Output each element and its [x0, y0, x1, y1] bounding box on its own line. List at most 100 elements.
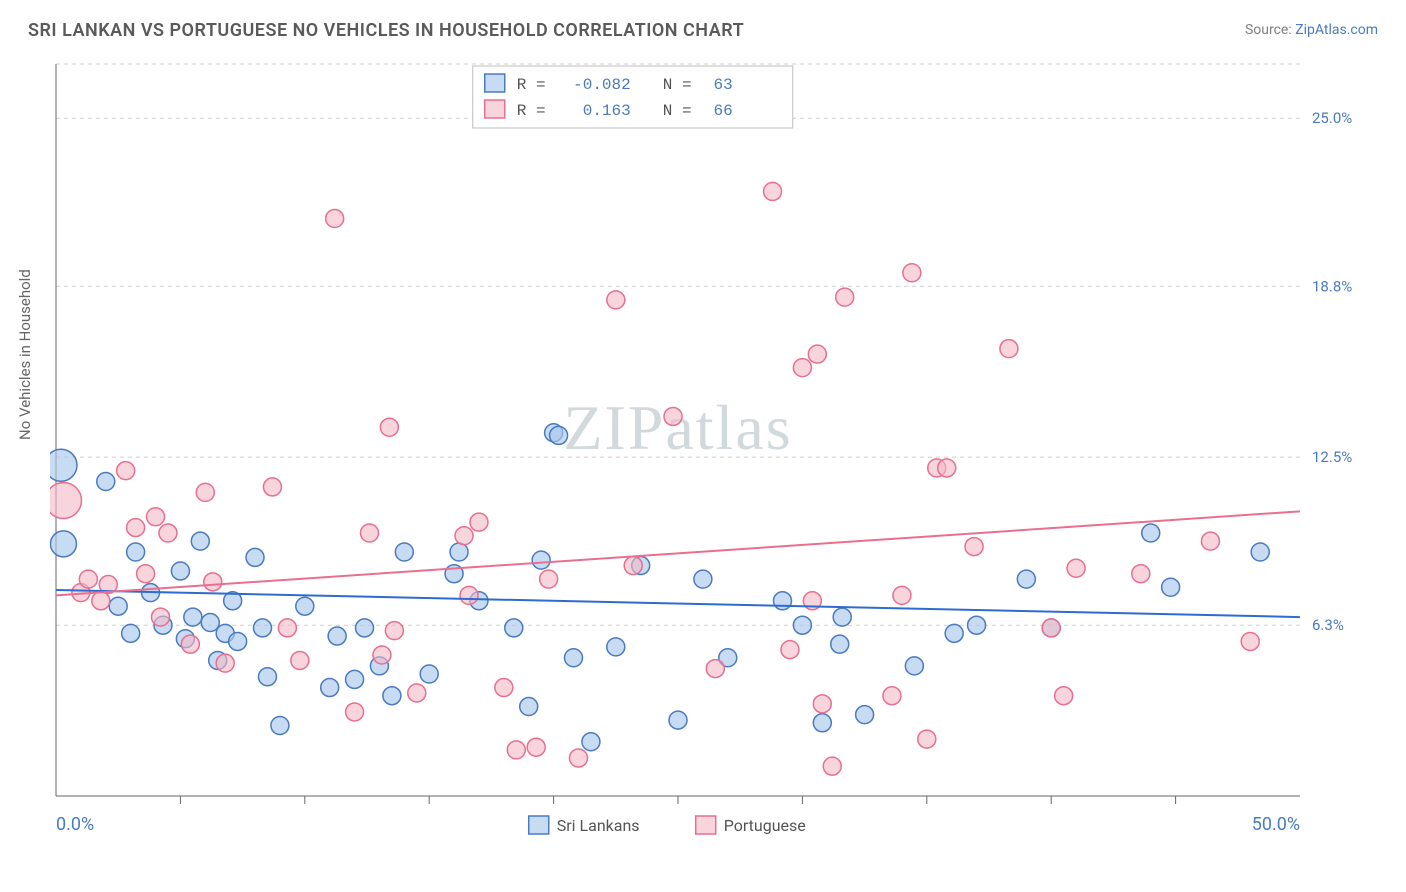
point-sri_lankans	[520, 698, 538, 716]
point-portuguese	[823, 757, 841, 775]
point-portuguese	[455, 527, 473, 545]
point-portuguese	[326, 210, 344, 228]
point-sri_lankans	[127, 543, 145, 561]
point-sri_lankans	[109, 597, 127, 615]
point-sri_lankans	[773, 592, 791, 610]
point-sri_lankans	[1162, 578, 1180, 596]
y-tick-label: 18.8%	[1312, 277, 1352, 295]
point-portuguese	[569, 749, 587, 767]
point-portuguese	[291, 651, 309, 669]
point-portuguese	[263, 478, 281, 496]
point-sri_lankans	[833, 608, 851, 626]
point-sri_lankans	[321, 679, 339, 697]
point-sri_lankans	[607, 638, 625, 656]
point-sri_lankans	[856, 706, 874, 724]
point-sri_lankans	[356, 619, 374, 637]
point-portuguese	[764, 182, 782, 200]
point-portuguese	[181, 635, 199, 653]
legend-swatch	[485, 74, 505, 92]
point-portuguese	[278, 619, 296, 637]
point-portuguese	[204, 573, 222, 591]
source-link[interactable]: ZipAtlas.com	[1295, 22, 1378, 38]
point-portuguese	[385, 622, 403, 640]
source-label: Source:	[1245, 22, 1292, 38]
point-sri_lankans	[550, 426, 568, 444]
trendline-sri_lankans	[56, 590, 1300, 617]
point-sri_lankans	[50, 449, 77, 481]
point-sri_lankans	[346, 670, 364, 688]
point-sri_lankans	[1251, 543, 1269, 561]
point-sri_lankans	[229, 632, 247, 650]
legend-n-value: 63	[714, 76, 733, 94]
point-portuguese	[127, 519, 145, 537]
trendline-portuguese	[56, 511, 1300, 595]
point-portuguese	[460, 586, 478, 604]
legend-n-value: 66	[714, 102, 733, 120]
point-portuguese	[883, 687, 901, 705]
point-sri_lankans	[565, 649, 583, 667]
point-sri_lankans	[201, 613, 219, 631]
point-sri_lankans	[450, 543, 468, 561]
point-portuguese	[117, 462, 135, 480]
point-portuguese	[938, 459, 956, 477]
point-portuguese	[507, 741, 525, 759]
point-portuguese	[664, 407, 682, 425]
point-portuguese	[147, 508, 165, 526]
point-sri_lankans	[328, 627, 346, 645]
point-sri_lankans	[246, 548, 264, 566]
point-sri_lankans	[505, 619, 523, 637]
point-portuguese	[607, 291, 625, 309]
point-sri_lankans	[395, 543, 413, 561]
point-portuguese	[495, 679, 513, 697]
point-portuguese	[373, 646, 391, 664]
point-sri_lankans	[669, 711, 687, 729]
y-tick-label: 6.3%	[1312, 616, 1344, 634]
point-portuguese	[159, 524, 177, 542]
y-tick-label: 25.0%	[1312, 109, 1352, 127]
point-sri_lankans	[97, 473, 115, 491]
point-portuguese	[92, 592, 110, 610]
legend-r-label: R =	[517, 76, 546, 94]
point-portuguese	[216, 654, 234, 672]
point-sri_lankans	[831, 635, 849, 653]
point-portuguese	[813, 695, 831, 713]
point-portuguese	[151, 608, 169, 626]
point-portuguese	[1067, 559, 1085, 577]
y-tick-label: 12.5%	[1312, 448, 1352, 466]
legend-r-value: -0.082	[573, 76, 631, 94]
point-portuguese	[470, 513, 488, 531]
point-portuguese	[836, 288, 854, 306]
point-sri_lankans	[694, 570, 712, 588]
point-portuguese	[1201, 532, 1219, 550]
point-portuguese	[360, 524, 378, 542]
point-sri_lankans	[1017, 570, 1035, 588]
point-portuguese	[1000, 340, 1018, 358]
x-tick-label: 50.0%	[1252, 814, 1300, 835]
point-sri_lankans	[582, 733, 600, 751]
legend-n-label: N =	[663, 76, 692, 94]
series-label: Portuguese	[724, 816, 806, 835]
point-portuguese	[793, 359, 811, 377]
point-portuguese	[1132, 565, 1150, 583]
point-portuguese	[79, 570, 97, 588]
point-portuguese	[808, 345, 826, 363]
point-portuguese	[1241, 632, 1259, 650]
source-credit: Source: ZipAtlas.com	[1245, 22, 1378, 38]
point-portuguese	[903, 264, 921, 282]
series-swatch	[696, 816, 716, 834]
point-sri_lankans	[813, 714, 831, 732]
point-sri_lankans	[258, 668, 276, 686]
point-portuguese	[781, 641, 799, 659]
chart-svg: ZIPatlas0.0%50.0%6.3%12.5%18.8%25.0%R =-…	[50, 60, 1370, 840]
point-sri_lankans	[271, 717, 289, 735]
point-sri_lankans	[383, 687, 401, 705]
point-sri_lankans	[793, 616, 811, 634]
point-sri_lankans	[296, 597, 314, 615]
point-sri_lankans	[50, 531, 76, 557]
point-portuguese	[918, 730, 936, 748]
legend-r-value: 0.163	[583, 102, 631, 120]
legend-swatch	[485, 100, 505, 118]
point-portuguese	[137, 565, 155, 583]
point-sri_lankans	[420, 665, 438, 683]
point-portuguese	[1055, 687, 1073, 705]
